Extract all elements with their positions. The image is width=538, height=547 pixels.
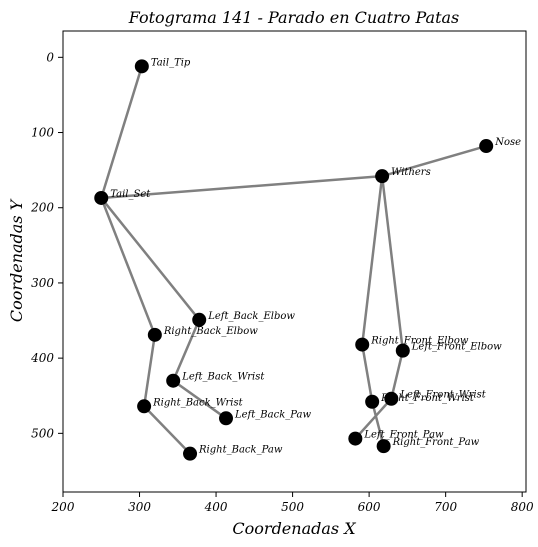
bone-right-back-elbow-to-right-back-wrist	[142, 333, 157, 408]
keypoint-left-back-elbow	[192, 312, 207, 327]
keypoint-left-back-wrist	[166, 373, 181, 388]
bone-left-back-elbow-to-left-back-wrist	[171, 318, 201, 382]
y-tick-label: 0	[46, 50, 54, 64]
keypoint-label-right-back-wrist: Right_Back_Wrist	[152, 397, 243, 408]
keypoint-right-back-paw	[183, 446, 198, 461]
keypoint-label-left-back-paw: Left_Back_Paw	[234, 409, 311, 420]
x-tick-label: 800	[511, 500, 534, 514]
y-tick-label: 500	[31, 426, 54, 440]
bone-withers-to-left-front-elbow	[380, 174, 405, 352]
keypoint-labels: Tail_Tip Tail_Set Nose Withers Left_Back_Elb…	[110, 57, 521, 455]
keypoint-label-right-front-wrist: Right_Front_Wrist	[380, 393, 475, 404]
bone-tail-set-to-withers	[100, 174, 384, 200]
keypoint-label-nose: Nose	[494, 137, 521, 148]
bone-withers-to-right-front-elbow	[360, 174, 384, 346]
keypoint-label-right-front-elbow: Right_Front_Elbow	[370, 336, 469, 347]
x-tick-label: 700	[434, 500, 457, 514]
keypoint-label-tail-set: Tail_Set	[110, 189, 151, 200]
keypoint-tail-tip	[134, 59, 149, 74]
bone-tail-set-to-right-back-elbow	[100, 196, 157, 337]
keypoint-label-right-front-paw: Right_Front_Paw	[392, 437, 480, 448]
bone-tail-set-to-left-back-elbow	[100, 196, 201, 322]
keypoint-left-front-paw	[348, 431, 363, 446]
keypoint-label-withers: Withers	[391, 167, 431, 178]
bone-withers-to-nose	[380, 144, 488, 178]
x-tick-label: 200	[51, 500, 75, 514]
y-tick-label: 200	[30, 201, 54, 215]
keypoint-tail-set	[94, 190, 109, 205]
bone-right-front-wrist-to-right-front-paw	[370, 400, 385, 448]
keypoint-right-front-elbow	[355, 337, 370, 352]
keypoints	[94, 59, 494, 461]
keypoint-right-front-paw	[376, 439, 391, 454]
plot-frame	[62, 30, 527, 493]
keypoint-nose	[479, 139, 494, 154]
y-tick-label: 300	[31, 276, 54, 290]
keypoint-withers	[375, 169, 390, 184]
keypoint-label-right-back-elbow: Right_Back_Elbow	[163, 326, 258, 337]
bone-right-front-elbow-to-right-front-wrist	[360, 343, 374, 404]
bone-left-front-elbow-to-left-front-wrist	[390, 349, 405, 400]
x-tick-label: 600	[358, 500, 381, 514]
y-axis-label: Coordenadas Y	[7, 198, 26, 322]
keypoint-left-front-wrist	[384, 391, 399, 406]
keypoint-label-left-front-paw: Left_Front_Paw	[363, 430, 444, 441]
x-axis-label: Coordenadas X	[232, 519, 356, 538]
keypoint-label-left-front-elbow: Left_Front_Elbow	[411, 342, 502, 353]
y-tick-label: 400	[30, 351, 54, 365]
keypoint-label-left-back-elbow: Left_Back_Elbow	[207, 311, 295, 322]
keypoint-right-back-elbow	[147, 327, 162, 342]
keypoint-right-front-wrist	[365, 394, 380, 409]
bone-left-back-wrist-to-left-back-paw	[171, 379, 228, 420]
keypoint-right-back-wrist	[137, 399, 152, 414]
x-tick-label: 300	[128, 500, 151, 514]
keypoint-left-back-paw	[219, 411, 234, 426]
x-axis-ticks: 200 300 400 500 600 700 800	[51, 492, 534, 514]
x-tick-label: 400	[204, 500, 228, 514]
bone-right-back-wrist-to-right-back-paw	[142, 405, 192, 455]
chart-title: Fotograma 141 - Parado en Cuatro Patas	[128, 8, 460, 27]
keypoint-label-tail-tip: Tail_Tip	[151, 57, 191, 68]
skeleton-bones	[100, 65, 488, 455]
y-axis-ticks: 0 100 200 300 400 500	[30, 50, 63, 440]
y-tick-label: 100	[31, 126, 54, 140]
x-tick-label: 500	[281, 500, 304, 514]
keypoint-label-left-front-wrist: Left_Front_Wrist	[399, 390, 486, 401]
keypoint-label-left-back-wrist: Left_Back_Wrist	[181, 372, 265, 383]
keypoint-label-right-back-paw: Right_Back_Paw	[198, 445, 283, 456]
keypoint-left-front-elbow	[395, 343, 410, 358]
bone-left-front-wrist-to-left-front-paw	[354, 397, 393, 440]
bone-tail-tip-to-tail-set	[100, 65, 144, 200]
